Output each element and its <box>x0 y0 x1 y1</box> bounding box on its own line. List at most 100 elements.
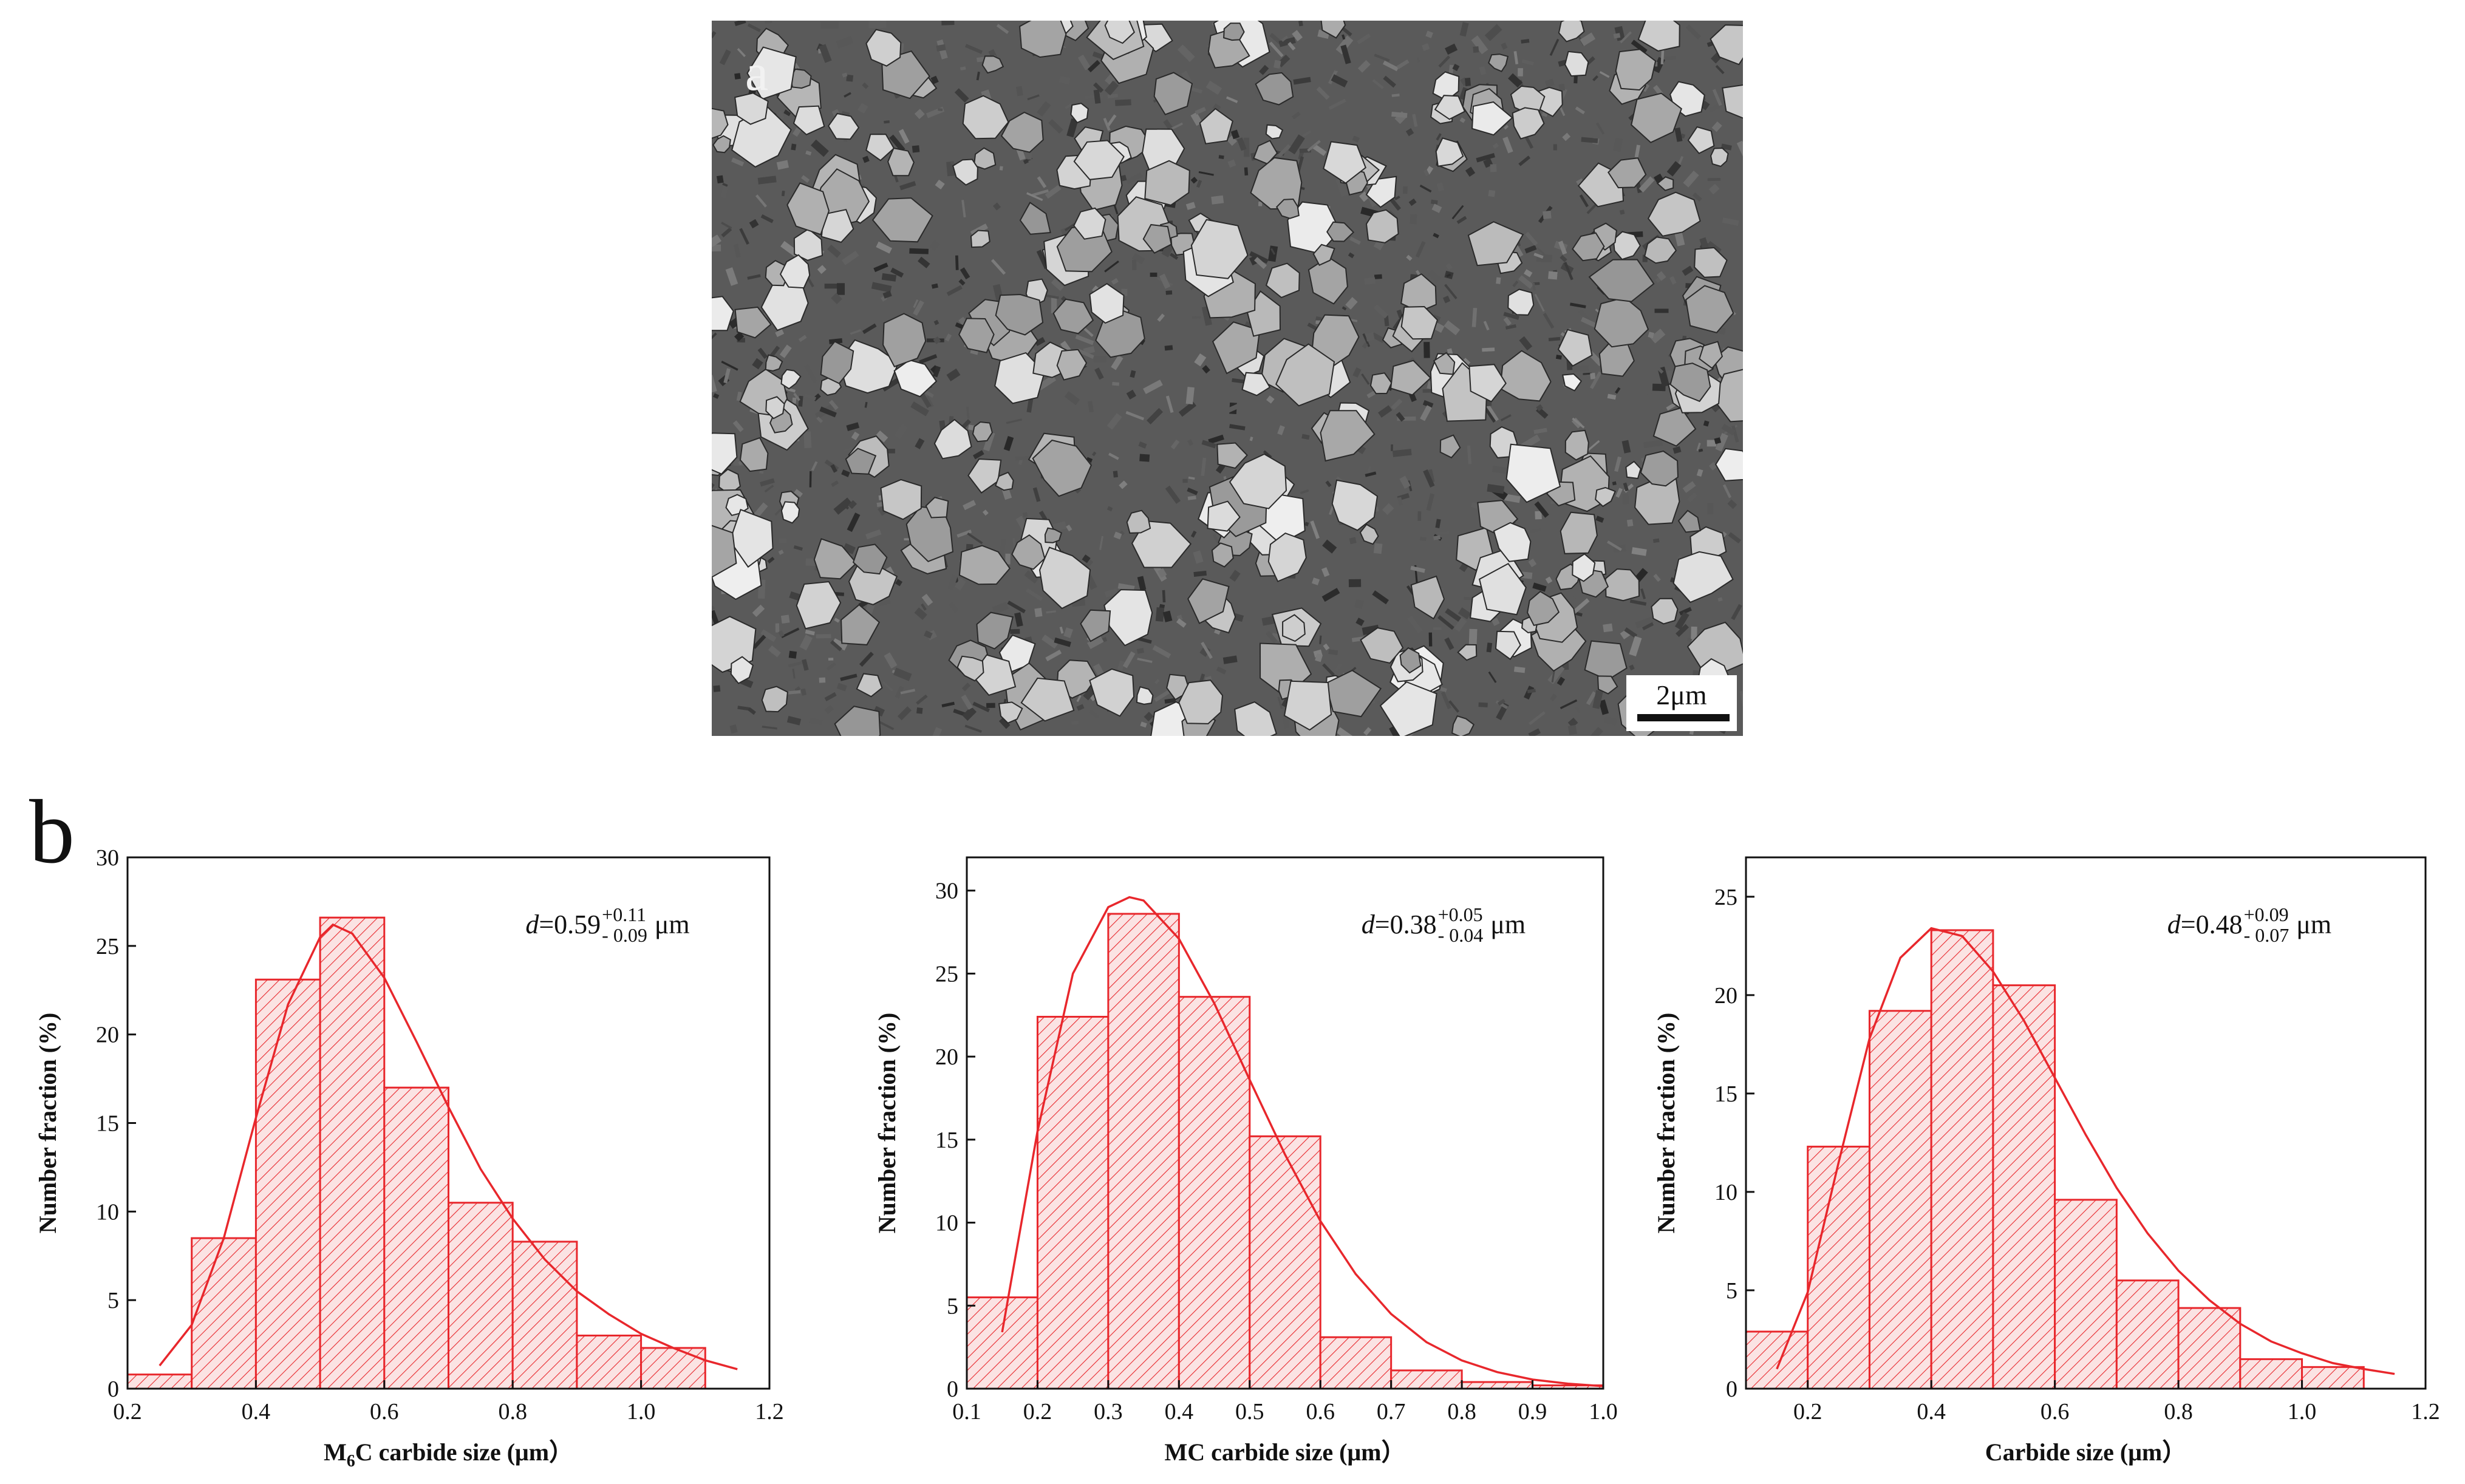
histogram-bar <box>1249 1135 1321 1390</box>
mc-histogram-chart: 0.1 0.2 0.3 0.4 0.5 0.6 0.7 0.8 0.9 1.0 0 5 10 15 20 25… <box>873 856 1618 1466</box>
plot-frame <box>966 856 1604 1390</box>
sem-image <box>712 21 1743 736</box>
histogram-bar <box>191 1237 257 1390</box>
sem-carbide-grains <box>712 21 1743 736</box>
annotation-plus: +0.05 <box>1438 904 1483 925</box>
y-tick-label: 30 <box>96 845 119 871</box>
y-tick-label: 25 <box>935 961 958 987</box>
histogram-bar <box>254 978 321 1390</box>
y-tick-label: 0 <box>1726 1377 1737 1402</box>
annotation-minus: - 0.07 <box>2244 924 2289 946</box>
y-tick-label: 25 <box>1714 885 1737 910</box>
histogram-bar <box>640 1347 706 1390</box>
fit-curve <box>1776 927 2395 1375</box>
annotation-unit: μm <box>655 910 690 939</box>
x-tick-label: 0.6 <box>2041 1399 2070 1424</box>
y-tick-label: 20 <box>935 1044 958 1070</box>
annotation-value: d=0.48 <box>2167 910 2243 939</box>
annotation-minus: - 0.04 <box>1438 924 1484 946</box>
x-tick-label: 0.2 <box>1793 1399 1822 1424</box>
annotation-value: d=0.38 <box>1362 910 1437 939</box>
panel-label-b: b <box>29 781 75 882</box>
histogram-bar <box>319 916 386 1390</box>
annotation-unit: μm <box>1490 910 1526 939</box>
y-tick-label: 0 <box>947 1377 958 1402</box>
x-axis-title: M6C carbide size (μm） <box>324 1438 573 1471</box>
histogram-bar <box>511 1241 578 1390</box>
x-tick-label: 0.8 <box>1447 1399 1476 1424</box>
histogram-bar <box>126 1373 193 1390</box>
plot-frame <box>1745 856 2427 1390</box>
fit-curve <box>159 923 738 1370</box>
size-annotation: d=0.48 +0.09- 0.07 μm <box>2167 904 2331 946</box>
annotation-plus: +0.09 <box>2244 904 2289 925</box>
m6c-histogram-chart: 0.2 0.4 0.6 0.8 1.0 1.2 0 5 10 15 20 25 30 M6C carbid… <box>34 845 784 1471</box>
x-tick-label: 0.8 <box>498 1399 527 1424</box>
histogram-bar <box>1992 984 2056 1390</box>
size-annotation: d=0.59 +0.11- 0.09 μm <box>525 904 689 946</box>
histogram-bar <box>2177 1307 2242 1390</box>
y-tick-label: 10 <box>935 1211 958 1236</box>
histogram-bar <box>1390 1369 1463 1390</box>
y-tick-label: 5 <box>1726 1278 1737 1304</box>
y-tick-label: 5 <box>947 1293 958 1319</box>
y-tick-label: 20 <box>96 1023 119 1048</box>
annotation-value: d=0.59 <box>525 910 601 939</box>
histogram-bar <box>1807 1145 1870 1390</box>
y-tick-label: 10 <box>96 1199 119 1225</box>
panel-label-a: a <box>745 43 769 101</box>
y-axis-title: Number fraction (%) <box>873 1013 901 1234</box>
histogram-bar <box>576 1335 643 1390</box>
histogram-bar <box>966 1296 1038 1390</box>
y-tick-label: 15 <box>1714 1081 1737 1107</box>
y-tick-label: 5 <box>107 1288 119 1313</box>
x-tick-label: 1.0 <box>1589 1399 1618 1424</box>
histogram-bar <box>1868 1010 1932 1390</box>
histogram-bar <box>2239 1358 2303 1390</box>
x-tick-label: 0.5 <box>1235 1399 1264 1424</box>
x-tick-label: 0.2 <box>113 1399 142 1424</box>
histogram-bar <box>1461 1381 1534 1390</box>
annotation-unit: μm <box>2296 910 2331 939</box>
y-tick-label: 20 <box>1714 983 1737 1009</box>
histogram-bar <box>2301 1366 2365 1390</box>
x-tick-label: 0.1 <box>952 1399 981 1424</box>
y-tick-label: 30 <box>935 879 958 904</box>
histogram-bar <box>448 1202 514 1390</box>
histogram-bar <box>1107 913 1180 1390</box>
scale-bar-line <box>1637 714 1730 721</box>
x-axis-title: Carbide size (μm） <box>1985 1438 2187 1466</box>
histogram-bar <box>1930 929 1994 1390</box>
scale-bar: 2μm <box>1626 675 1737 731</box>
y-tick-label: 25 <box>96 934 119 959</box>
y-axis-title: Number fraction (%) <box>34 1013 61 1234</box>
x-tick-label: 0.6 <box>370 1399 399 1424</box>
size-annotation: d=0.38 +0.05- 0.04 μm <box>1362 904 1526 946</box>
x-tick-label: 0.4 <box>1165 1399 1194 1424</box>
y-tick-label: 10 <box>1714 1180 1737 1205</box>
sem-micrograph: a 2μm <box>712 21 1743 736</box>
x-tick-label: 1.0 <box>627 1399 656 1424</box>
x-tick-label: 1.2 <box>2411 1399 2440 1424</box>
histogram-bar <box>1745 1330 1809 1390</box>
x-tick-label: 0.2 <box>1023 1399 1052 1424</box>
histogram-bar <box>2115 1279 2180 1390</box>
x-tick-label: 0.8 <box>2164 1399 2193 1424</box>
histogram-bar <box>2054 1199 2118 1390</box>
annotation-minus: - 0.09 <box>602 924 647 946</box>
x-tick-label: 1.0 <box>2288 1399 2317 1424</box>
y-tick-label: 0 <box>107 1377 119 1402</box>
histogram-bar <box>383 1086 449 1390</box>
annotation-plus: +0.11 <box>602 904 646 925</box>
x-tick-label: 0.4 <box>1917 1399 1946 1424</box>
histogram-bar <box>1319 1336 1393 1390</box>
x-tick-label: 1.2 <box>755 1399 784 1424</box>
histogram-bar <box>1178 996 1251 1390</box>
y-axis-title: Number fraction (%) <box>1652 1013 1680 1234</box>
carbide-histogram-chart: 0.2 0.4 0.6 0.8 1.0 1.2 0 5 10 15 20 25 Carbide size… <box>1652 856 2440 1466</box>
scale-bar-label: 2μm <box>1656 679 1707 710</box>
histogram-bar <box>1036 1016 1110 1390</box>
x-tick-label: 0.7 <box>1377 1399 1406 1424</box>
x-axis-title: MC carbide size (μm） <box>1164 1438 1405 1466</box>
x-tick-label: 0.9 <box>1518 1399 1547 1424</box>
